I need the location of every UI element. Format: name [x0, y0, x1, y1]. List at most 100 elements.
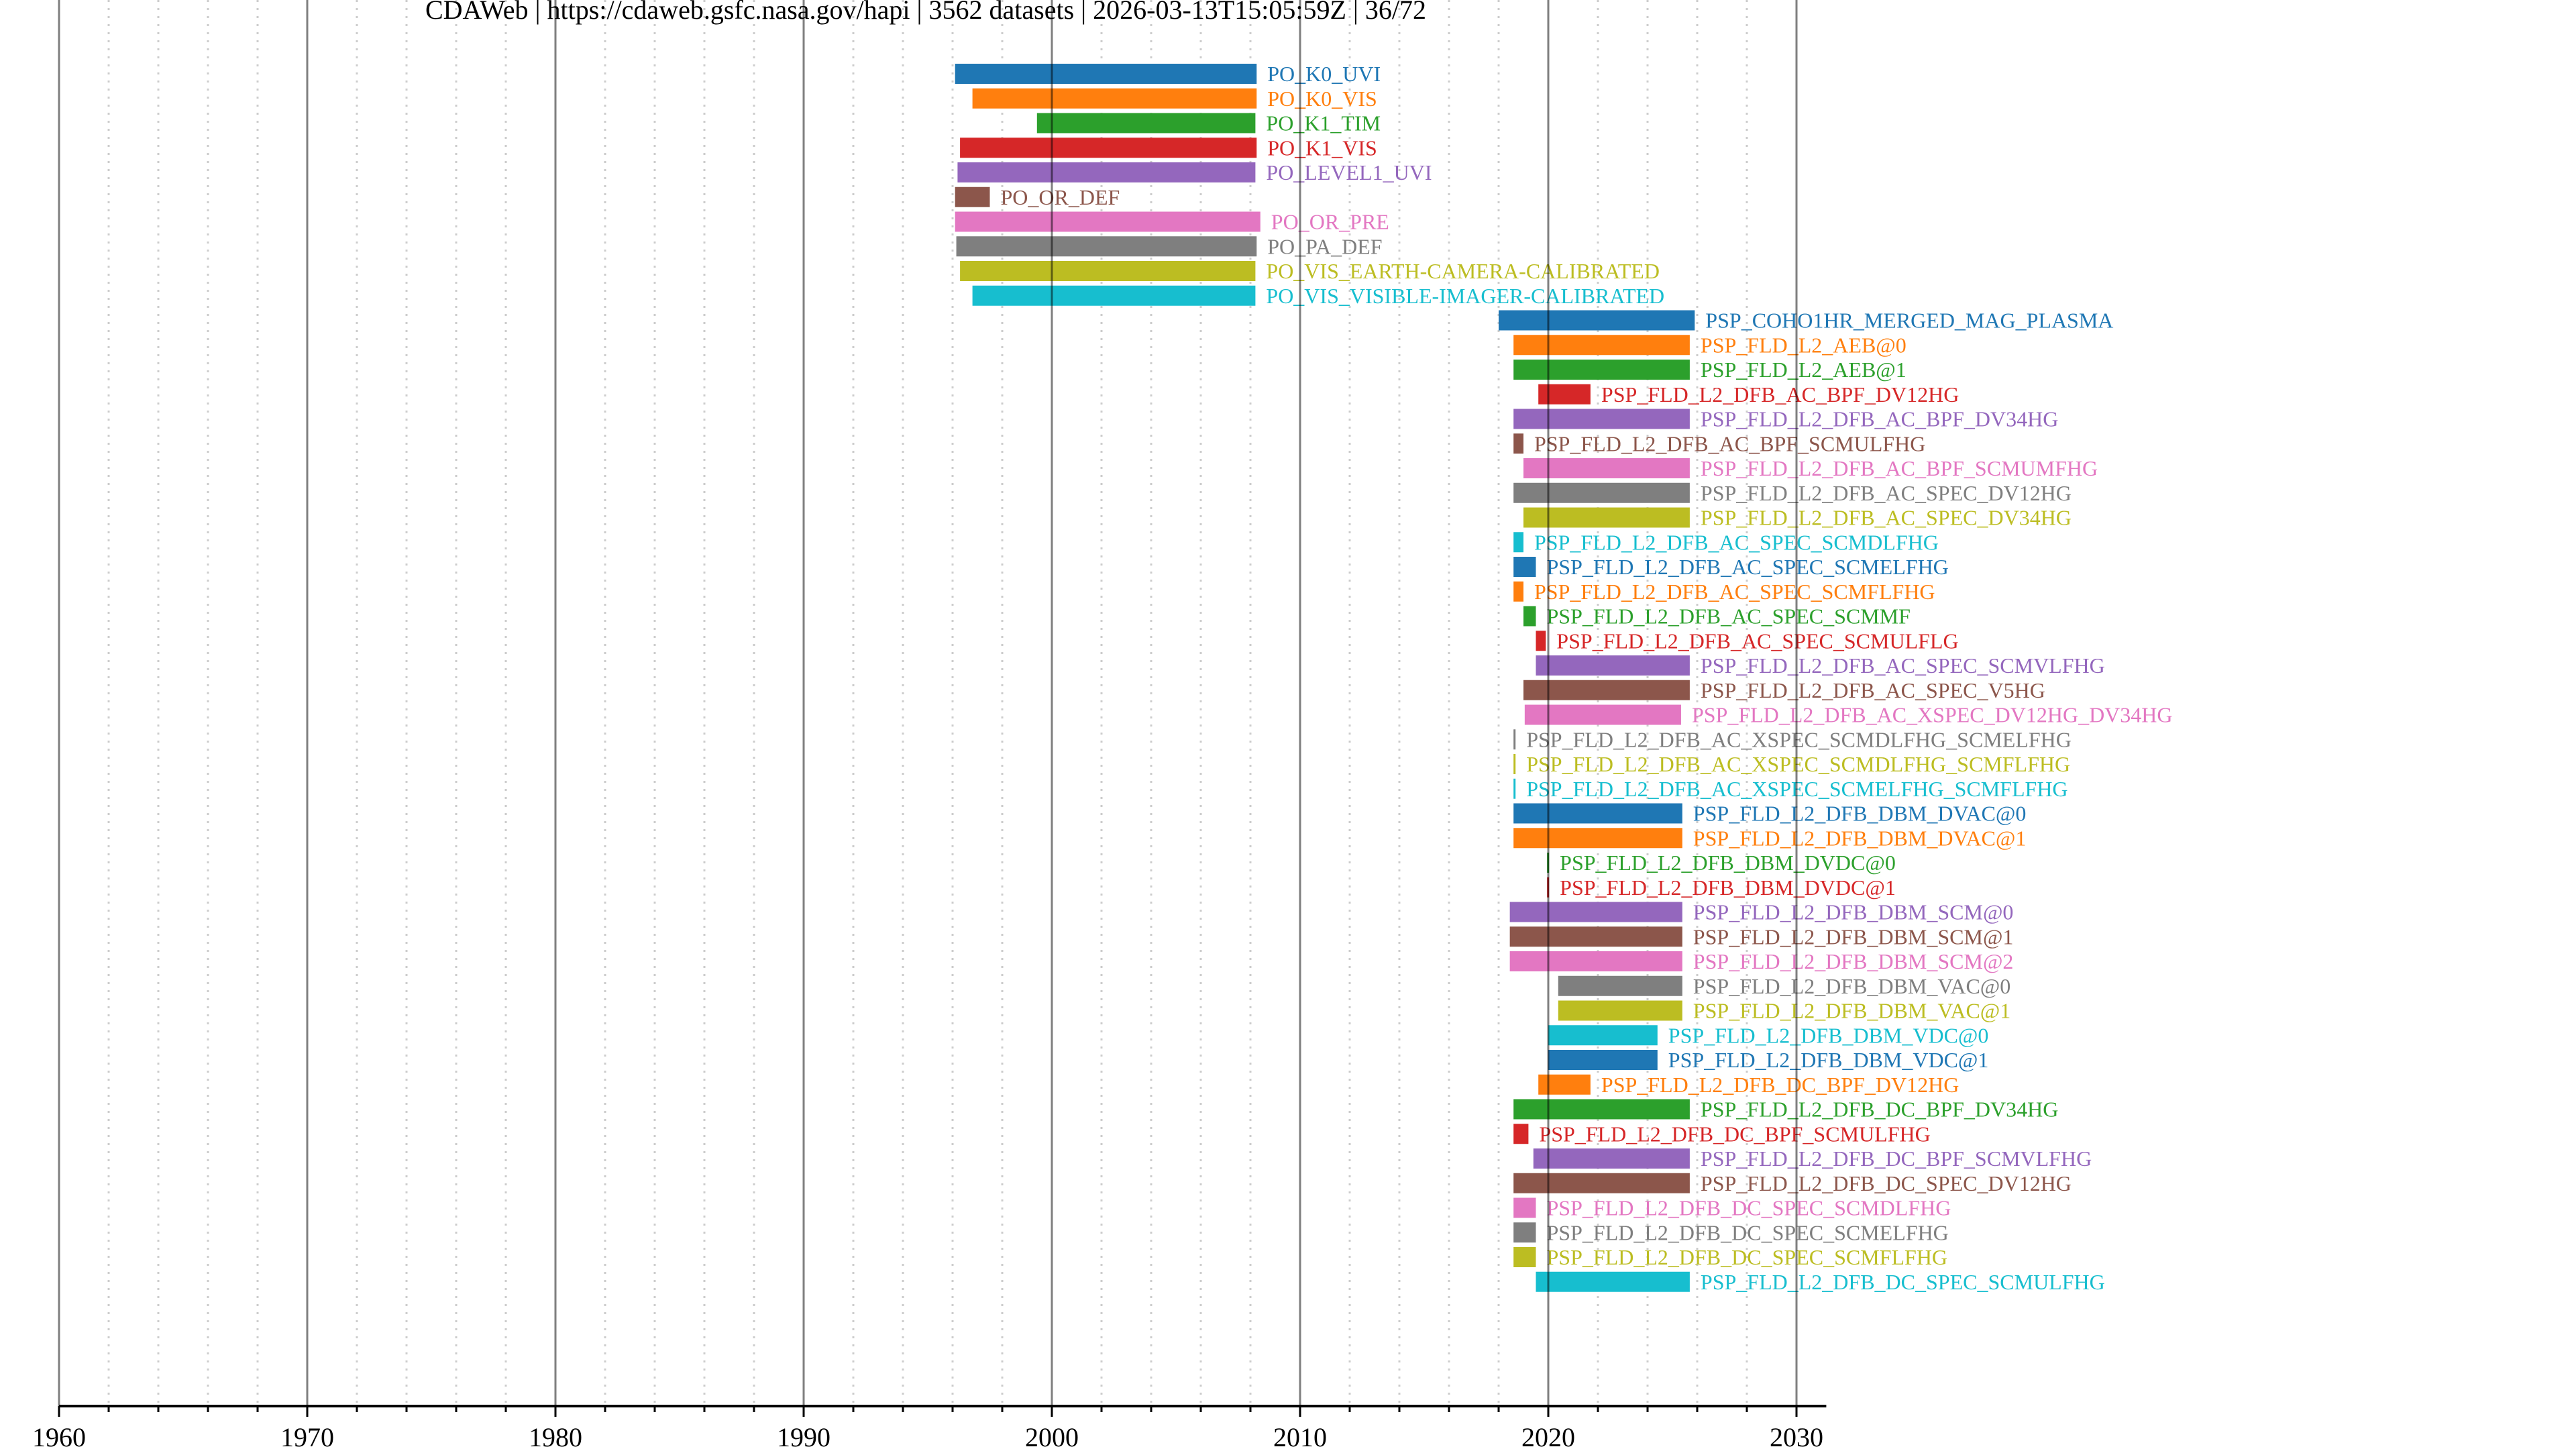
dataset-bar: [1533, 1148, 1690, 1169]
x-tick-label: 1990: [777, 1422, 830, 1449]
dataset-label: PSP_FLD_L2_DFB_AC_SPEC_DV34HG: [1701, 506, 2072, 530]
dataset-label: PSP_FLD_L2_DFB_DC_BPF_DV34HG: [1701, 1097, 2058, 1122]
x-tick-label: 1980: [529, 1422, 582, 1449]
chart-title: CDAWeb | https://cdaweb.gsfc.nasa.gov/ha…: [425, 0, 1426, 25]
dataset-bar: [1513, 482, 1690, 503]
dataset-bar: [1513, 1124, 1529, 1144]
dataset-label: PSP_FLD_L2_DFB_DC_SPEC_SCMELFHG: [1547, 1220, 1949, 1244]
dataset-bar: [955, 186, 990, 207]
dataset-bar: [1513, 557, 1536, 577]
x-axis: 1960 1970 1980 1990 2000 2010 2020 2030: [32, 1405, 1827, 1449]
dataset-bar: [1513, 1222, 1536, 1243]
dataset-bar: [1513, 581, 1523, 602]
x-tick-label: 2030: [1770, 1422, 1823, 1449]
dataset-label: PO_K0_VIS: [1267, 87, 1377, 111]
dataset-label: PSP_FLD_L2_DFB_DBM_VAC@0: [1693, 974, 2010, 998]
dataset-label: PO_K1_TIM: [1266, 111, 1381, 136]
dataset-bar: [1538, 384, 1591, 405]
dataset-label: PSP_FLD_L2_DFB_AC_SPEC_V5HG: [1701, 678, 2045, 702]
dataset-label: PSP_FLD_L2_DFB_DC_SPEC_SCMULFHG: [1701, 1270, 2105, 1294]
dataset-label: PSP_FLD_L2_DFB_AC_SPEC_SCMULFLG: [1556, 629, 1958, 653]
dataset-label: PSP_FLD_L2_DFB_DC_BPF_SCMULFHG: [1539, 1122, 1930, 1146]
dataset-bar: [1513, 828, 1682, 849]
dataset-bar: [960, 261, 1256, 281]
dataset-bar: [1536, 631, 1546, 651]
dataset-bar: [1536, 655, 1690, 676]
dataset-label: PSP_FLD_L2_DFB_DBM_VDC@1: [1668, 1048, 1989, 1072]
dataset-bar: [1513, 409, 1690, 429]
dataset-label: PSP_FLD_L2_DFB_AC_SPEC_SCMFLFHG: [1534, 580, 1935, 604]
dataset-label: PSP_FLD_L2_DFB_DBM_VAC@1: [1693, 999, 2010, 1023]
dataset-label: PO_K0_UVI: [1267, 62, 1381, 86]
major-grid-lines: [58, 0, 1798, 1406]
dataset-label: PSP_FLD_L2_DFB_DC_BPF_DV12HG: [1601, 1073, 1959, 1097]
dataset-label: PSP_FLD_L2_DFB_AC_BPF_DV12HG: [1601, 382, 1959, 407]
dataset-label: PSP_FLD_L2_DFB_DBM_SCM@0: [1693, 900, 2014, 924]
dataset-label: PSP_FLD_L2_DFB_DC_SPEC_SCMDLFHG: [1547, 1196, 1951, 1220]
dataset-bar: [956, 236, 1257, 257]
dataset-label: PSP_FLD_L2_DFB_DBM_DVAC@1: [1693, 826, 2027, 850]
dataset-label: PSP_FLD_L2_DFB_DBM_DVDC@1: [1560, 875, 1896, 900]
grid-lines: [107, 0, 1748, 1406]
dataset-bar: [957, 162, 1256, 182]
dataset-bar: [960, 138, 1257, 158]
dataset-bar: [1536, 1271, 1690, 1292]
dataset-label: PSP_FLD_L2_DFB_DBM_SCM@1: [1693, 924, 2014, 949]
dataset-bar: [1513, 433, 1523, 454]
dataset-bar: [1509, 902, 1682, 922]
dataset-bar: [1513, 1247, 1536, 1267]
dataset-label: PSP_FLD_L2_DFB_DBM_DVAC@0: [1693, 802, 2027, 826]
dataset-label: PSP_FLD_L2_DFB_AC_BPF_SCMUMFHG: [1701, 456, 2098, 480]
dataset-bar: [1548, 1050, 1658, 1070]
dataset-label: PSP_FLD_L2_DFB_DBM_SCM@2: [1693, 949, 2014, 973]
dataset-label: PSP_FLD_L2_DFB_AC_XSPEC_SCMDLFHG_SCMFLFH…: [1526, 752, 2070, 776]
dataset-label: PO_PA_DEF: [1267, 234, 1382, 258]
dataset-bar: [1538, 1074, 1591, 1095]
dataset-label: PSP_FLD_L2_DFB_AC_BPF_DV34HG: [1701, 407, 2058, 431]
dataset-bar: [1513, 729, 1516, 750]
dataset-bar: [955, 211, 1260, 232]
dataset-bar: [1513, 532, 1523, 553]
dataset-bar: [972, 285, 1256, 306]
dataset-label: PSP_FLD_L2_DFB_AC_SPEC_SCMVLFHG: [1701, 653, 2105, 678]
dataset-bar: [1513, 754, 1516, 774]
dataset-bar: [1513, 1099, 1690, 1120]
dataset-bar: [1513, 803, 1682, 824]
dataset-bar: [1523, 458, 1690, 478]
dataset-label: PSP_FLD_L2_DFB_AC_SPEC_SCMELFHG: [1547, 555, 1949, 579]
dataset-label: PSP_FLD_L2_DFB_AC_BPF_SCMULFHG: [1534, 431, 1925, 455]
dataset-label: PSP_FLD_L2_DFB_AC_SPEC_DV12HG: [1701, 481, 2072, 505]
dataset-label: PSP_FLD_L2_DFB_DBM_DVDC@0: [1560, 851, 1896, 875]
dataset-label: PSP_FLD_L2_AEB@0: [1701, 333, 1907, 357]
dataset-label: PO_LEVEL1_UVI: [1266, 160, 1432, 184]
x-tick-label: 1960: [32, 1422, 86, 1449]
dataset-label: PSP_COHO1HR_MERGED_MAG_PLASMA: [1705, 309, 2113, 333]
dataset-bar: [1509, 926, 1682, 947]
dataset-label: PSP_FLD_L2_DFB_AC_XSPEC_SCMDLFHG_SCMELFH…: [1526, 727, 2072, 751]
dataset-bar: [1513, 1197, 1536, 1218]
x-tick-label: 2000: [1025, 1422, 1079, 1449]
dataset-bar: [1524, 704, 1681, 725]
dataset-label: PSP_FLD_L2_AEB@1: [1701, 358, 1907, 382]
dataset-label: PSP_FLD_L2_DFB_DC_BPF_SCMVLFHG: [1701, 1146, 2092, 1171]
dataset-bar: [972, 88, 1257, 109]
x-tick-label: 1970: [280, 1422, 334, 1449]
dataset-label: PSP_FLD_L2_DFB_AC_SPEC_SCMMF: [1547, 604, 1911, 629]
dataset-bar: [1558, 975, 1682, 996]
x-tick-label: 2020: [1521, 1422, 1575, 1449]
dataset-bar: [1523, 507, 1690, 528]
dataset-label: PSP_FLD_L2_DFB_DBM_VDC@0: [1668, 1023, 1989, 1047]
dataset-bar: [1499, 310, 1695, 331]
dataset-bar: [1513, 1173, 1690, 1193]
dataset-label: PO_K1_VIS: [1267, 136, 1377, 160]
dataset-label: PO_OR_DEF: [1001, 185, 1120, 209]
dataset-bar: [1523, 606, 1536, 627]
dataset-bar: [955, 64, 1257, 84]
dataset-bar: [1513, 360, 1690, 380]
dataset-bar: [1036, 113, 1256, 133]
dataset-bar: [1523, 680, 1690, 700]
dataset-label: PSP_FLD_L2_DFB_DC_SPEC_DV12HG: [1701, 1171, 2072, 1195]
dataset-bars: PO_K0_UVIPO_K0_VISPO_K1_TIMPO_K1_VISPO_L…: [955, 62, 2173, 1294]
dataset-bar: [1558, 1000, 1682, 1021]
